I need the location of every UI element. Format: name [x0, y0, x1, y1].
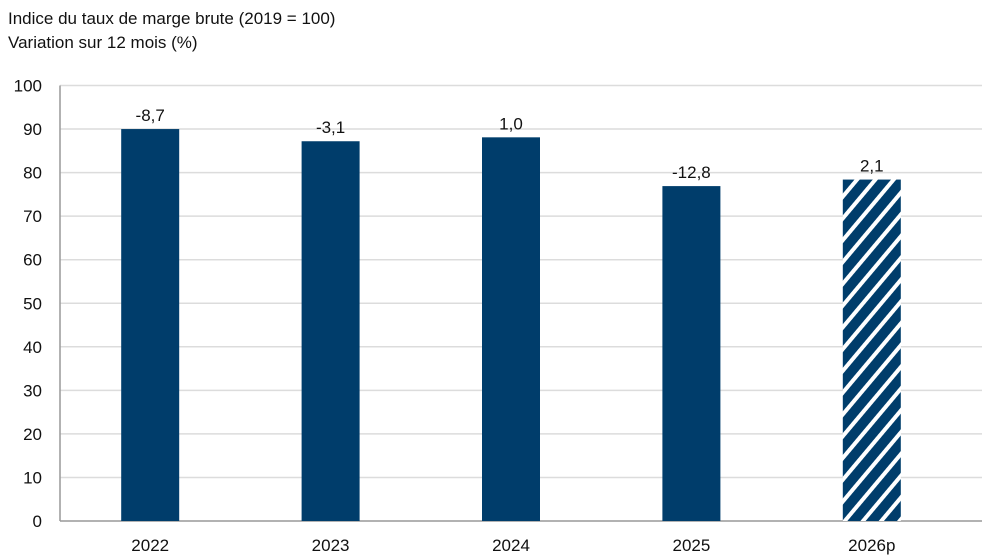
y-tick-label: 0	[33, 512, 42, 531]
y-tick-label: 90	[23, 120, 42, 139]
data-label: 1,0	[499, 114, 523, 133]
y-tick-label: 70	[23, 207, 42, 226]
bar-2026p	[842, 179, 901, 521]
y-tick-label: 30	[23, 381, 42, 400]
x-tick-label: 2026p	[848, 536, 895, 555]
bar-2022	[121, 129, 180, 522]
y-tick-label: 80	[23, 164, 42, 183]
bar-2025	[662, 186, 721, 521]
data-label: -12,8	[672, 163, 711, 182]
y-tick-label: 40	[23, 338, 42, 357]
x-tick-label: 2024	[492, 536, 530, 555]
data-label: -8,7	[136, 106, 165, 125]
chart-subtitle: Variation sur 12 mois (%)	[8, 33, 198, 52]
y-tick-label: 20	[23, 425, 42, 444]
y-tick-label: 50	[23, 294, 42, 313]
y-tick-label: 60	[23, 251, 42, 270]
y-tick-label: 10	[23, 468, 42, 487]
x-tick-label: 2025	[672, 536, 710, 555]
x-tick-label: 2022	[131, 536, 169, 555]
data-label: -3,1	[316, 118, 345, 137]
bar-2023	[301, 141, 360, 521]
y-tick-label: 100	[14, 77, 42, 96]
chart-title: Indice du taux de marge brute (2019 = 10…	[8, 9, 336, 28]
x-tick-label: 2023	[312, 536, 350, 555]
bar-2024	[482, 137, 540, 521]
data-label: 2,1	[860, 157, 884, 176]
